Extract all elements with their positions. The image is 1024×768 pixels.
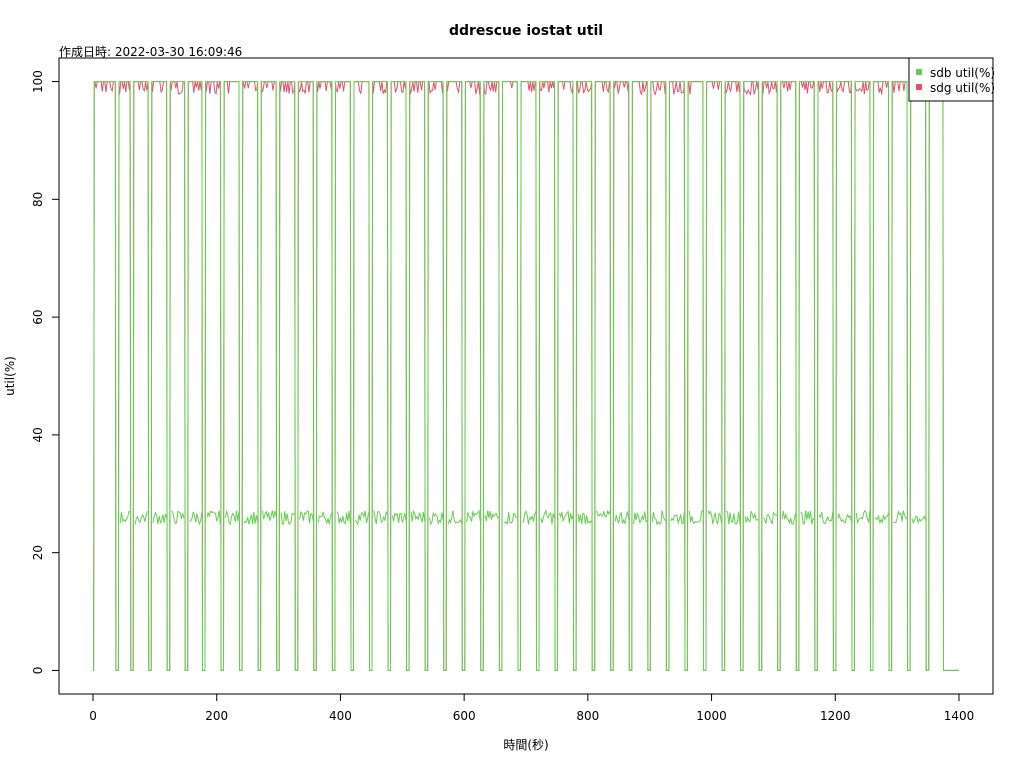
plot-frame (58, 57, 994, 695)
series-line-sdb-plateau (911, 515, 927, 525)
x-tick-label: 800 (576, 709, 599, 723)
legend-label-sdg: sdg util(%) (930, 81, 995, 95)
x-tick-label: 0 (89, 709, 97, 723)
series-line-sdb-plateau (189, 511, 203, 526)
x-tick-label: 400 (329, 709, 352, 723)
series-line-sdb-plateau (391, 512, 407, 523)
x-tick-label: 1400 (944, 709, 975, 723)
series-line-sdb-plateau (336, 511, 351, 525)
series-line-sdb-plateau (206, 510, 221, 525)
series-line-sdb-plateau (522, 509, 537, 525)
series-line-sdb-plateau (707, 510, 722, 525)
series-line-sdb-plateau (744, 511, 759, 523)
series-line-sdb-plateau (726, 510, 741, 525)
series-line-sdb-plateau (224, 509, 240, 526)
x-tick-label: 200 (205, 709, 228, 723)
y-axis: 0 20 40 60 80 100 (31, 70, 60, 675)
legend-label-sdb: sdb util(%) (930, 66, 995, 80)
legend-swatch-sdg (916, 84, 922, 90)
series-line-sdb-plateau (800, 510, 815, 526)
series-line-sdb-plateau (688, 510, 704, 525)
series-line-sdb-plateau (299, 510, 314, 524)
series-line-sdg (93, 81, 959, 671)
legend-swatch-sdb (916, 69, 922, 75)
series-line-sdb-plateau (540, 509, 555, 525)
series-line-sdb-plateau (134, 510, 148, 525)
series-line-sdb-plateau (837, 512, 852, 524)
series-line-sdb-plateau (596, 509, 611, 518)
y-tick-label: 40 (31, 427, 45, 442)
series-line-sdb (93, 81, 959, 671)
series-line-sdb-plateau (262, 510, 277, 521)
series-line-sdb-plateau (503, 511, 518, 526)
x-tick-label: 1200 (820, 709, 851, 723)
series-line-sdb-plateau (763, 511, 778, 525)
series-line-sdb-plateau (280, 511, 295, 526)
series-line-sdb-plateau (484, 510, 499, 522)
series-line-sdb-plateau (577, 512, 593, 525)
legend: sdb util(%) sdg util(%) (908, 57, 995, 102)
series-line-sdb-plateau (633, 511, 648, 525)
y-tick-label: 80 (31, 192, 45, 207)
y-tick-label: 60 (31, 309, 45, 324)
series-line-sdb-plateau (466, 509, 481, 522)
series-line-sdb-plateau (893, 509, 908, 524)
chart-subtitle: 作成日時: 2022-03-30 16:09:46 (59, 45, 242, 59)
x-axis-label: 時間(秒) (503, 738, 548, 752)
series-line-sdb-plateau (317, 511, 333, 526)
y-tick-label: 100 (31, 70, 45, 93)
legend-box (908, 57, 994, 102)
series-line-sdb-plateau (171, 510, 185, 525)
series-line-sdb-plateau (781, 510, 797, 525)
series-line-sdb-plateau (670, 511, 685, 525)
series-line-sdb-plateau (855, 509, 871, 525)
series-group (93, 81, 959, 671)
series-line-sdb-plateau (651, 510, 667, 526)
series-line-sdb-plateau (429, 512, 444, 526)
y-tick-label: 20 (31, 545, 45, 560)
series-line-sdb-plateau (243, 511, 259, 525)
series-line-sdb-plateau (410, 509, 426, 523)
y-axis-label: util(%) (3, 356, 17, 396)
series-line-sdb-plateau (558, 509, 574, 524)
x-axis: 0 200 400 600 800 1000 1200 1400 (89, 693, 975, 723)
chart-title: ddrescue iostat util (449, 23, 603, 39)
series-line-sdb-plateau (373, 510, 388, 525)
x-tick-label: 1000 (696, 709, 727, 723)
series-line-sdb-plateau (447, 510, 463, 525)
series-line-sdb-plateau (119, 510, 131, 524)
series-line-sdb-plateau (818, 511, 834, 525)
x-tick-label: 600 (453, 709, 476, 723)
series-line-sdb-plateau (874, 512, 889, 524)
series-line-sdb-plateau (354, 510, 370, 527)
series-line-sdb-plateau (152, 511, 168, 525)
series-line-sdb-plateau (614, 510, 630, 526)
y-tick-label: 0 (31, 667, 45, 675)
